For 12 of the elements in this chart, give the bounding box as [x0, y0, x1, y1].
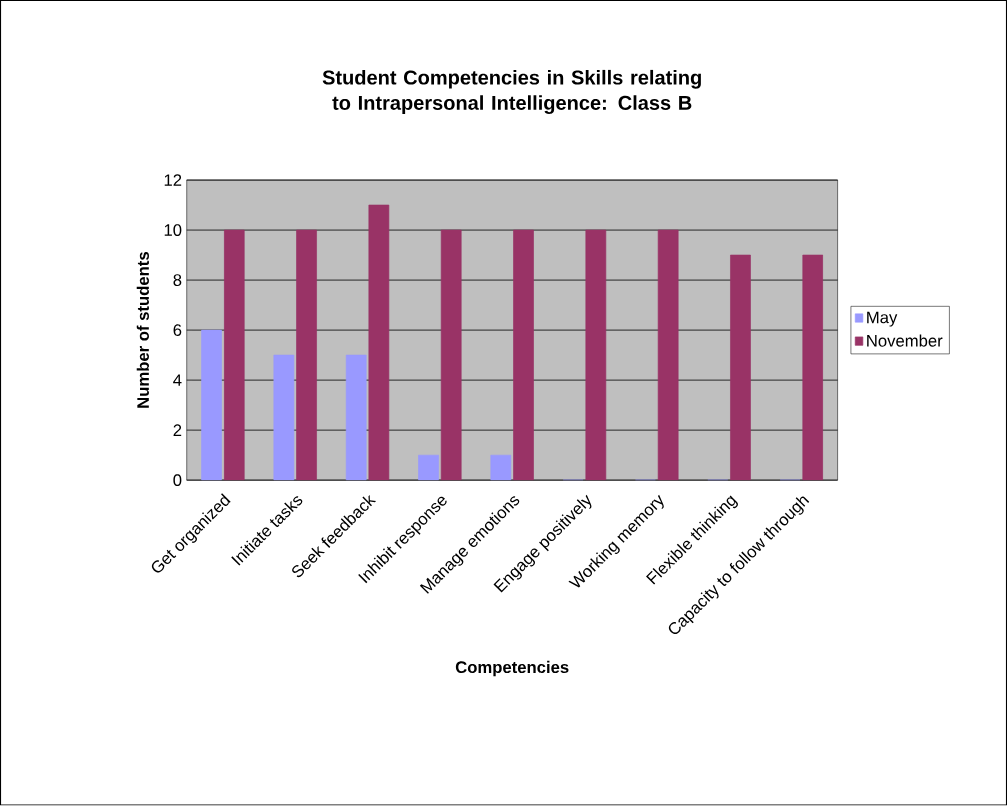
y-tick-label: 8 — [173, 274, 182, 287]
y-tick-label: 6 — [173, 324, 182, 337]
x-axis-title: Competencies — [455, 661, 569, 677]
y-axis-title: Number of students — [136, 252, 149, 408]
y-tick-label: 12 — [164, 174, 182, 187]
legend-label: May — [867, 311, 898, 327]
y-tick-label: 2 — [173, 424, 182, 437]
chart-title: Student Competencies in Skills relating to Intrapersonal Intelligence: Class B — [322, 70, 701, 115]
y-tick-label: 0 — [173, 474, 182, 487]
y-tick-label: 10 — [164, 224, 182, 237]
legend-label: November — [867, 334, 943, 347]
y-tick-label: 4 — [173, 374, 182, 387]
